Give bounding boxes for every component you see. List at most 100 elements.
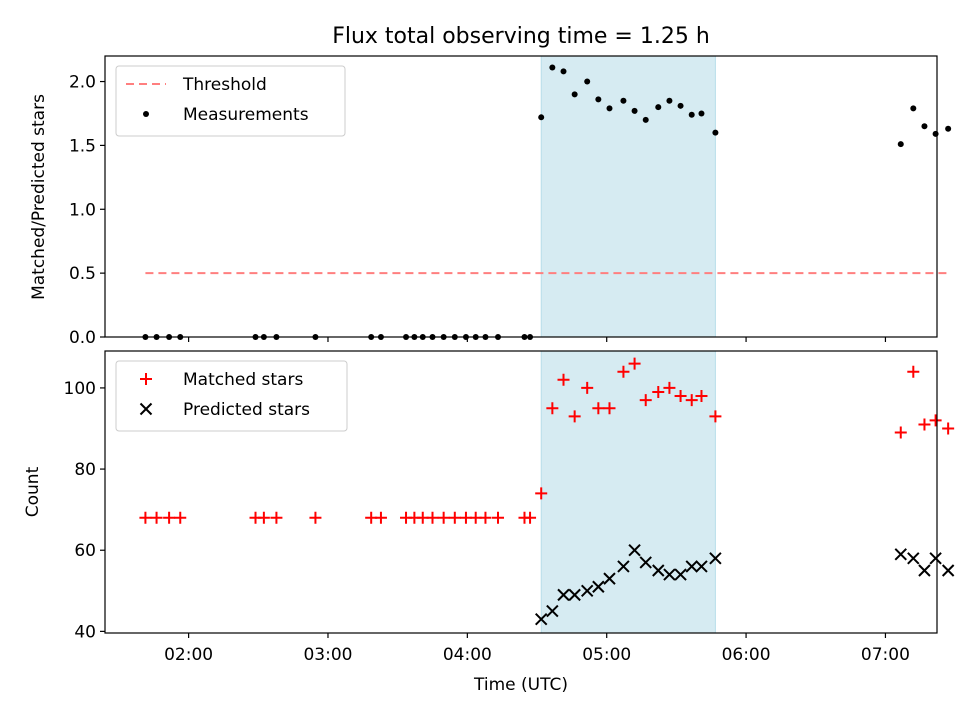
bottom-series-0-point (374, 511, 387, 524)
bottom-series-0-point (479, 511, 492, 524)
top-series-1-point (549, 64, 556, 71)
bottom-series-1-point (639, 556, 652, 569)
bottom-series-0-point (592, 402, 605, 415)
bottom-series-1-point (568, 588, 581, 602)
bottom-series-1-point (929, 552, 942, 565)
bottom-axes-frame (104, 350, 938, 634)
top-legend-label: Threshold (182, 75, 267, 95)
bottom-series-0-point (270, 511, 283, 524)
bottom-series-0-point (652, 385, 665, 398)
bottom-series-1-point (557, 588, 570, 602)
bottom-series-0-point (535, 487, 548, 500)
bottom-series-0-point (437, 511, 450, 524)
bottom-series-1-point (695, 560, 708, 573)
bottom-series-0-point (581, 381, 594, 394)
bottom-legend-box (115, 360, 348, 432)
top-series-1-point (655, 104, 662, 111)
bottom-legend-handle (140, 373, 152, 385)
top-series-1-point (712, 129, 719, 136)
top-legend-handle (143, 111, 149, 117)
bottom-series-1-point (617, 560, 630, 573)
bottom-series-1-point (709, 552, 722, 565)
bottom-series-0-point (929, 414, 942, 427)
bottom-series-1-point (535, 612, 548, 626)
bottom-series-0-point (918, 418, 931, 431)
bottom-series-0-point (448, 511, 461, 524)
top-series-1-point (698, 110, 705, 117)
bottom-series-0-point (163, 511, 176, 524)
bottom-y-tick-label: 80 (74, 460, 96, 480)
bottom-series-0-point (426, 511, 439, 524)
bottom-x-tick-label: 02:00 (164, 645, 213, 665)
bottom-series-0-point (628, 357, 641, 370)
bottom-series-0-point (907, 365, 920, 378)
bottom-series-0-point (257, 511, 270, 524)
top-y-tick-label: 1.0 (69, 200, 96, 220)
bottom-series-1-point (603, 572, 616, 585)
top-series-1-point (606, 105, 613, 112)
bottom-y-tick-label: 40 (74, 622, 96, 642)
top-series-1-point (584, 78, 591, 85)
bottom-series-0-point (617, 365, 630, 378)
bottom-x-tick-label: 04:00 (443, 645, 492, 665)
bottom-highlight-band (540, 350, 716, 634)
bottom-legend-label: Predicted stars (183, 400, 310, 420)
top-series-1-point (666, 97, 673, 104)
bottom-series-0-point (546, 402, 559, 415)
top-series-1-point (921, 123, 928, 130)
bottom-series-1-point (592, 580, 605, 593)
top-series-1-point (571, 91, 578, 98)
top-y-tick-label: 1.5 (69, 136, 96, 156)
bottom-series-0-point (309, 511, 322, 524)
bottom-series-0-point (639, 394, 652, 407)
bottom-series-0-point (139, 511, 152, 524)
top-series-1-point (642, 116, 649, 123)
top-series-1-point (595, 96, 602, 103)
top-series-1-point (945, 125, 952, 132)
bottom-series-1-point (663, 568, 676, 581)
bottom-series-1-point (580, 584, 594, 598)
top-series-1-point (688, 111, 695, 118)
bottom-x-tick-label: 07:00 (861, 645, 910, 665)
bottom-x-tick-label: 05:00 (582, 645, 631, 665)
bottom-series-0-point (894, 426, 907, 439)
top-y-tick-label: 0.5 (69, 264, 96, 284)
bottom-series-0-point (524, 511, 537, 524)
bottom-x-tick-label: 03:00 (303, 645, 352, 665)
x-axis-label: Time (UTC) (473, 675, 568, 695)
top-series-1-point (538, 114, 545, 121)
top-series-1-point (910, 105, 917, 112)
top-highlight-band (540, 55, 716, 338)
bottom-series-0-point (942, 422, 955, 435)
bottom-series-0-point (492, 511, 505, 524)
bottom-x-tick-label: 06:00 (722, 645, 771, 665)
top-series-1-point (560, 68, 567, 75)
bottom-series-0-point (150, 511, 163, 524)
top-series-1-point (932, 130, 939, 137)
bottom-series-0-point (695, 390, 708, 403)
bottom-series-0-point (663, 381, 676, 394)
top-y-tick-label: 2.0 (69, 73, 96, 93)
bottom-series-0-point (174, 511, 187, 524)
bottom-series-0-point (568, 410, 581, 423)
bottom-series-0-point (557, 373, 570, 386)
top-panel: 0.00.51.01.52.0 Matched/Predicted stars … (29, 55, 952, 348)
bottom-series-0-point (674, 390, 687, 403)
bottom-series-1-point (628, 544, 641, 557)
bottom-series-1-point (546, 604, 559, 618)
bottom-series-1-point (907, 552, 920, 565)
bottom-series-1-point (894, 548, 907, 561)
bottom-series-0-point (685, 394, 698, 407)
top-axes-frame (104, 55, 938, 338)
top-y-tick-label: 0.0 (69, 328, 96, 348)
top-series-1-point (677, 102, 684, 109)
top-series-1-point (631, 107, 638, 114)
bottom-series-1-point (652, 564, 665, 577)
top-legend-label: Measurements (183, 105, 309, 125)
bottom-y-tick-label: 60 (74, 541, 96, 561)
bottom-legend-label: Matched stars (183, 370, 303, 390)
bottom-y-axis-label: Count (23, 466, 43, 517)
top-series-1-point (620, 97, 627, 104)
bottom-series-1-point (941, 564, 955, 577)
